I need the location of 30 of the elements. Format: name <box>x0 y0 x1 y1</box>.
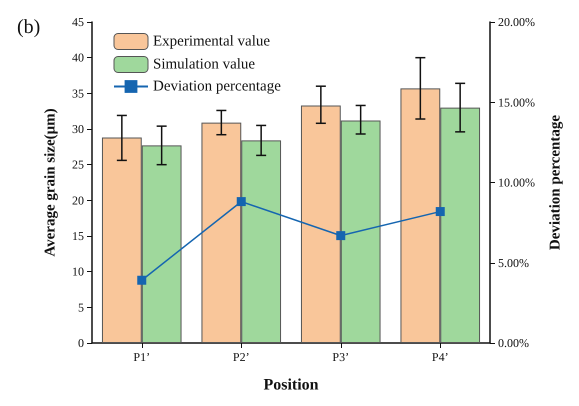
point <box>436 207 445 216</box>
y-tick-label: 20 <box>72 193 84 208</box>
y-tick-label: 5 <box>78 300 84 314</box>
y2-axis-title: Deviation percentage <box>548 114 564 250</box>
x-tick-label: P3’ <box>332 350 350 364</box>
y-tick-label: 10 <box>72 264 84 279</box>
legend-label: Deviation percentage <box>153 78 282 94</box>
point <box>137 276 146 285</box>
y-tick-label: 45 <box>72 15 84 29</box>
chart-title: (b) <box>17 16 40 38</box>
x-tick-label: P2’ <box>232 350 250 364</box>
y-tick-label: 25 <box>72 158 84 172</box>
legend-label: Experimental value <box>153 34 270 50</box>
y2-tick-label: 10.00% <box>498 176 535 190</box>
y-tick-label: 35 <box>72 86 84 100</box>
y-tick-label: 30 <box>72 122 84 136</box>
x-tick-label: P1’ <box>133 350 150 364</box>
legend-label: Simulation value <box>153 56 256 72</box>
y2-tick-label: 15.00% <box>498 95 535 110</box>
y2-tick-label: 20.00% <box>498 15 535 29</box>
point <box>236 197 246 206</box>
point <box>336 231 346 240</box>
y-tick-label: 0 <box>78 336 84 350</box>
x-axis-title: Position <box>263 376 319 394</box>
y2-tick-label: 0.00% <box>498 336 529 350</box>
y-tick-label: 15 <box>72 229 84 243</box>
y-axis-title: Average grain size(μm) <box>42 108 58 257</box>
y2-tick-label: 5.00% <box>498 256 529 270</box>
y-tick-label: 40 <box>72 50 84 65</box>
x-tick-label: P4’ <box>432 350 449 364</box>
